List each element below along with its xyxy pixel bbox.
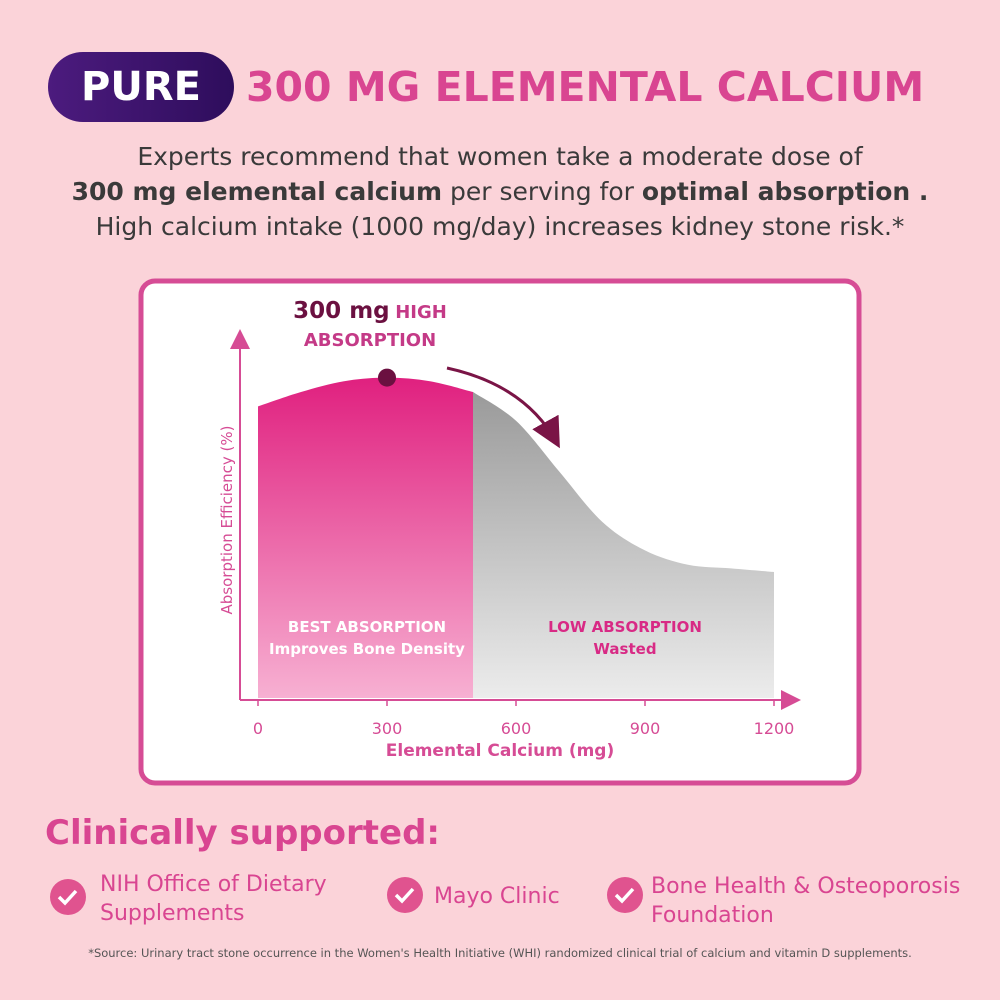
annotation-arrow — [446, 366, 560, 449]
x-tick-label: 600 — [501, 719, 532, 738]
check-icon — [607, 877, 643, 913]
footnote: *Source: Urinary tract stone occurrence … — [88, 946, 912, 960]
intro-text: per serving for — [449, 177, 634, 206]
annotation-text: HIGH ABSORPTION — [303, 302, 447, 351]
region-label: BEST ABSORPTION Improves Bone Density — [258, 616, 476, 660]
x-tick-label: 900 — [630, 719, 661, 738]
intro-line: High calcium intake (1000 mg/day) increa… — [95, 212, 905, 241]
x-axis-label: Elemental Calcium (mg) — [386, 741, 615, 761]
y-axis-label: Absorption Efficiency (%) — [218, 426, 236, 615]
headline: 300 MG ELEMENTAL CALCIUM — [246, 63, 925, 111]
region-label: LOW ABSORPTION Wasted — [500, 616, 750, 660]
peak-marker — [378, 368, 396, 387]
intro-bold: optimal absorption . — [641, 177, 929, 206]
high-area — [258, 377, 473, 698]
support-item: Mayo Clinic — [434, 884, 560, 909]
check-icon — [387, 877, 423, 913]
badge: PURE — [48, 52, 234, 122]
region-title: BEST ABSORPTION — [287, 618, 447, 636]
region-text: Improves Bone Density — [269, 640, 465, 658]
intro-line: Experts recommend that women take a mode… — [137, 142, 863, 171]
intro-line: 300 mg elemental calcium per serving for… — [0, 177, 1000, 206]
x-tick-label: 0 — [253, 719, 263, 738]
annotation-value: 300 mg — [293, 298, 390, 324]
region-text: Wasted — [593, 640, 657, 658]
support-item: NIH Office of Dietary Supplements — [100, 872, 327, 926]
annotation: 300 mg HIGH ABSORPTION — [270, 297, 470, 355]
x-tick-label: 1200 — [754, 719, 795, 738]
low-area — [473, 392, 774, 698]
check-icons — [50, 877, 643, 915]
support-item: Bone Health & Osteoporosis Foundation — [651, 874, 961, 928]
region-title: LOW ABSORPTION — [548, 618, 702, 636]
intro-bold: 300 mg elemental calcium — [71, 177, 443, 206]
x-tick-label: 300 — [372, 719, 403, 738]
support-title: Clinically supported: — [45, 813, 441, 853]
check-icon — [50, 879, 86, 915]
